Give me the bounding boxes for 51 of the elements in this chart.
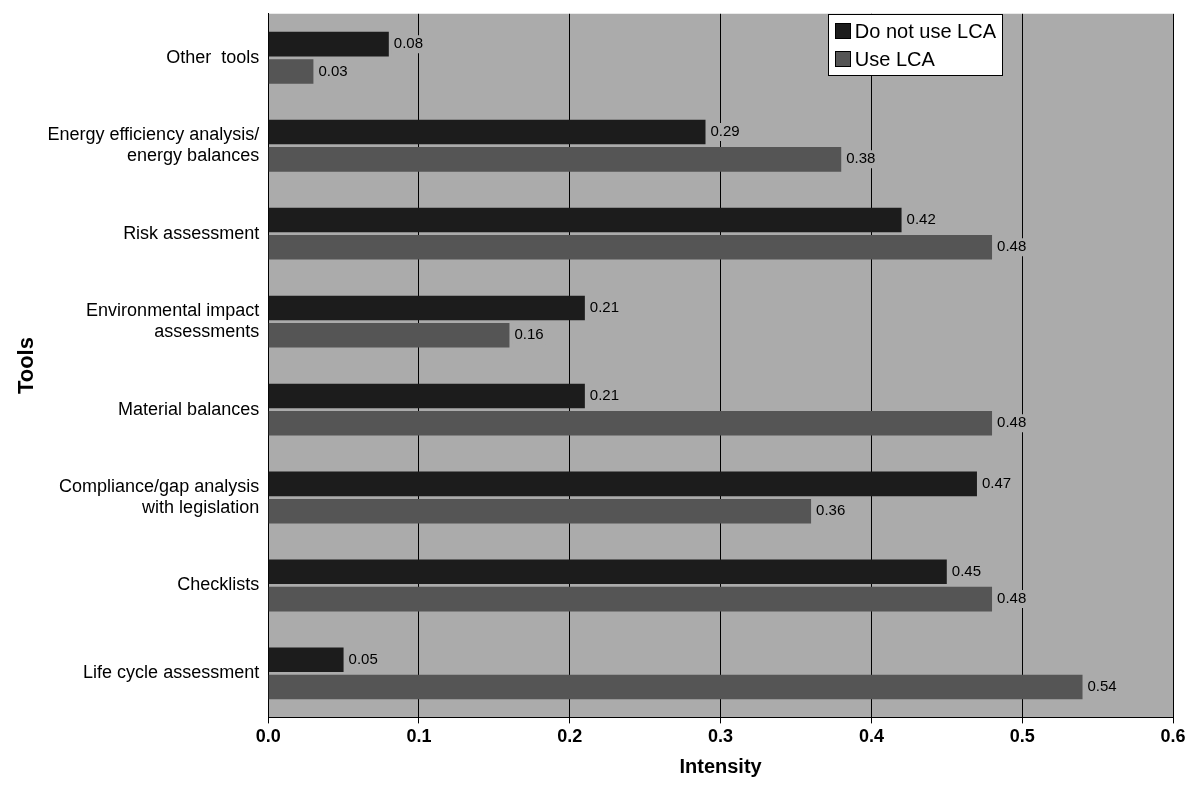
data-label: 0.45 [951,561,981,579]
legend-label: Do not use LCA [854,18,996,44]
x-axis-title: Intensity [679,754,763,777]
bar [268,322,510,348]
data-label: 0.48 [997,413,1027,431]
bar [268,119,706,145]
y-tick-label: Other tools [166,46,260,67]
data-label: 0.38 [846,149,876,167]
data-label: 0.16 [514,325,544,343]
bar [268,59,314,84]
data-label: 0.47 [981,474,1012,492]
y-tick-label: Material balances [118,398,260,419]
y-tick-label: Energy efficiency analysis/ energy balances [47,123,260,166]
x-tick-label: 0.1 [406,726,432,747]
bar [268,207,902,233]
bar [268,647,344,673]
legend-label: Use LCA [854,46,935,72]
x-tick-label: 0.5 [1009,726,1035,747]
y-axis-title: Tools [13,337,39,395]
data-label: 0.36 [816,501,846,519]
bar [268,410,993,436]
y-tick-label: Environmental impact assessments [86,299,260,342]
data-label: 0.21 [589,298,620,316]
x-tick-label: 0.0 [255,726,281,747]
bar [268,147,842,172]
x-tick-label: 0.3 [708,726,734,747]
bar [268,383,585,409]
data-label: 0.48 [997,589,1027,607]
data-label: 0.08 [393,34,424,52]
x-tick-label: 0.4 [858,726,884,747]
data-label: 0.29 [710,122,740,140]
data-label: 0.48 [997,237,1027,255]
bar [268,559,947,585]
bar [268,295,585,321]
bar [268,586,993,612]
data-label: 0.03 [318,61,348,79]
y-tick-label: Life cycle assessment [83,662,260,683]
x-tick-label: 0.6 [1160,726,1186,747]
data-label: 0.42 [906,210,936,228]
bar [268,31,389,57]
data-label: 0.05 [348,649,378,667]
bar [268,471,977,497]
data-label: 0.21 [589,386,620,404]
bar [268,498,812,524]
x-tick-label: 0.2 [557,726,583,747]
data-label: 0.54 [1087,677,1117,695]
bar [268,235,993,260]
y-tick-label: Risk assessment [123,222,260,243]
y-tick-label: Compliance/gap analysis with legislation [59,475,260,518]
bar [268,674,1083,700]
y-tick-label: Checklists [177,574,260,595]
